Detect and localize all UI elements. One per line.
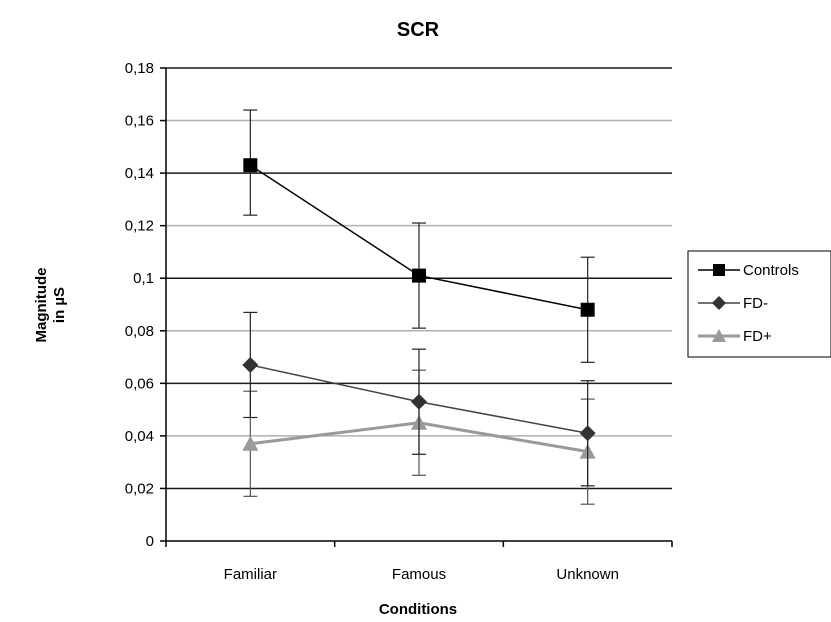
legend-box <box>687 250 831 358</box>
y-tick-label: 0,18 <box>125 60 154 77</box>
data-point <box>243 158 258 173</box>
x-axis-title: Conditions <box>379 601 457 618</box>
y-tick-label: 0,02 <box>125 480 154 497</box>
legend-label: FD+ <box>743 328 772 345</box>
data-point <box>411 393 427 410</box>
legend-items: Controls FD- FD+ <box>698 262 799 345</box>
legend-label: FD- <box>743 295 768 312</box>
y-axis: 0 0,02 0,04 0,06 0,08 0,1 0,12 0,14 0,16 0,18 <box>125 60 167 550</box>
y-axis-title: Magnitude in µS <box>33 268 68 343</box>
y-tick-label: 0,14 <box>125 165 154 182</box>
legend-item: FD- <box>698 295 768 312</box>
y-axis-title-line-2: in µS <box>51 287 68 323</box>
legend-marker <box>712 296 726 310</box>
y-tick-label: 0,1 <box>133 270 154 287</box>
chart-title: SCR <box>397 19 440 41</box>
data-point <box>412 268 426 283</box>
legend: Controls FD- FD+ <box>687 250 831 358</box>
y-tick-label: 0 <box>146 533 154 550</box>
series-layer <box>242 109 596 505</box>
series-fd- <box>242 311 596 487</box>
y-axis-title-line-1: Magnitude <box>33 268 50 343</box>
data-point <box>580 302 595 317</box>
y-tick-label: 0,12 <box>125 218 154 235</box>
y-tick-label: 0,06 <box>125 375 154 392</box>
x-tick-label: Familiar <box>224 566 277 583</box>
data-point <box>579 425 596 442</box>
x-tick-label: Famous <box>392 566 446 583</box>
y-tick-label: 0,16 <box>125 113 154 130</box>
y-tick-label: 0,04 <box>125 428 154 445</box>
legend-label: Controls <box>743 262 799 279</box>
series-controls <box>243 109 595 363</box>
data-point <box>242 356 259 373</box>
y-tick-label: 0,08 <box>125 323 154 340</box>
legend-marker <box>713 264 725 276</box>
legend-item: Controls <box>698 262 799 279</box>
x-axis: Familiar Famous Unknown <box>165 540 673 583</box>
x-tick-label: Unknown <box>556 566 619 583</box>
legend-marker <box>712 329 726 342</box>
data-point <box>242 435 259 451</box>
legend-item: FD+ <box>698 328 772 345</box>
